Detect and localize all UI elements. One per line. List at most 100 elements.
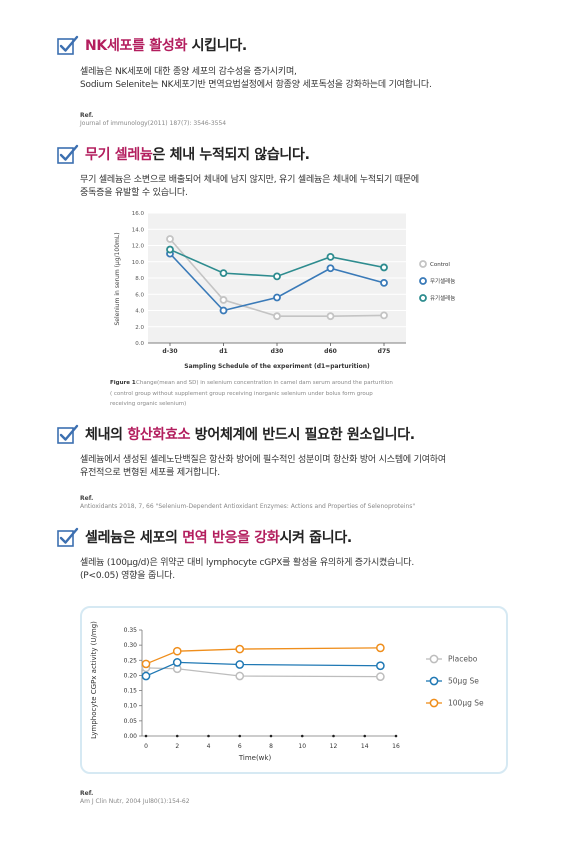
data-point (273, 272, 281, 281)
section-antioxidant: 체내의 항산화효소 방어체계에 반드시 필요한 원소입니다. (57, 423, 557, 445)
x-tick-label: d-30 (162, 348, 177, 355)
x-tick-label: d30 (271, 348, 284, 355)
x-tick (238, 734, 242, 738)
data-point (235, 644, 245, 654)
data-point (273, 293, 281, 302)
x-tick-label: d75 (378, 348, 391, 355)
heading-text: 셀레늄은 세포의 (85, 530, 183, 546)
x-tick (269, 734, 273, 738)
checkbox-check-icon (57, 35, 79, 55)
legend-marker (419, 277, 427, 285)
x-tick-label: 16 (392, 743, 400, 750)
data-point (376, 672, 385, 681)
x-tick (300, 734, 304, 738)
data-point (172, 658, 182, 667)
reference: Ref. Am J Clin Nutr, 2004 Jul80(1):154-6… (80, 790, 190, 805)
data-point (376, 661, 385, 671)
x-tick (144, 734, 148, 738)
heading-highlight: 면역 반응을 강화 (182, 530, 280, 546)
y-tick-label: 14.0 (132, 227, 145, 233)
legend-label: 50μg Se (448, 677, 479, 686)
heading-text: 체내의 (85, 427, 128, 443)
section-heading: 무기 셀레늄은 체내 누적되지 않습니다. (57, 143, 557, 165)
data-point (380, 311, 388, 320)
x-tick-label: 0 (144, 743, 148, 750)
data-point (376, 643, 385, 653)
x-tick-label: 14 (361, 743, 369, 750)
y-tick-label: 0.00 (124, 733, 138, 740)
y-tick-label: 10.0 (132, 260, 145, 266)
x-tick-label: 2 (175, 743, 179, 750)
section-body: 셀레늄은 NK세포에 대한 종양 세포의 감수성을 증가시키며, Sodium … (80, 67, 432, 90)
data-point (141, 659, 151, 669)
y-tick-label: 0.35 (124, 627, 138, 634)
y-tick-label: 16.0 (132, 211, 145, 217)
cgpx-chart-panel: 0.00 0.05 0.10 0.15 0.20 0.25 0.30 0.35 0 2 4 6 8 10… (80, 606, 508, 774)
data-point (235, 660, 245, 669)
heading-text: 은 체내 누적되지 않습니다. (152, 147, 310, 163)
lymphocyte-cgpx-chart: 0.00 0.05 0.10 0.15 0.20 0.25 0.30 0.35 0 2 4 6 8 10… (90, 621, 484, 762)
data-point (326, 252, 335, 261)
heading-text: 시켜 줍니다. (279, 530, 352, 546)
data-point (380, 263, 388, 272)
checkbox-check-icon (57, 527, 79, 547)
data-point (326, 264, 335, 273)
heading-text: 방어체계에 반드시 필요한 원소입니다. (190, 427, 415, 443)
section-nk-cells: NK세포를 활성화 시킵니다. (57, 34, 557, 56)
figure-caption-line: Change(mean and SD) in selenium concentr… (136, 380, 393, 386)
series-line-0 (145, 667, 381, 678)
heading-highlight: 항산화효소 (127, 427, 191, 443)
reference: Ref. Journal of immunology(2011) 187(7):… (80, 112, 227, 127)
y-tick-label: 6.0 (135, 292, 144, 298)
legend-label: 유기셀레늄 (430, 294, 455, 302)
x-tick (394, 734, 398, 738)
data-point (166, 245, 174, 254)
section-heading: 체내의 항산화효소 방어체계에 반드시 필요한 원소입니다. (57, 423, 557, 445)
x-axis-label: Time(wk) (238, 754, 272, 762)
section-body: 셀레늄 (100μg/d)은 위약군 대비 lymphocyte cGPX를 활… (80, 558, 415, 581)
y-tick-label: 0.0 (135, 341, 144, 347)
y-tick-label: 0.15 (124, 688, 138, 695)
data-point (166, 235, 174, 243)
section-heading: NK세포를 활성화 시킵니다. (57, 34, 557, 56)
heading-highlight: 무기 셀레늄 (85, 147, 153, 163)
x-tick-label: 4 (207, 743, 211, 750)
x-tick-label: d60 (324, 348, 337, 355)
y-tick-label: 8.0 (135, 276, 144, 282)
selenium-serum-chart: 0.0 2.0 4.0 6.0 8.0 10.0 12.0 14.0 16.0 d-30 d1 d3… (110, 207, 475, 410)
heading-text: 시킵니다. (187, 38, 248, 54)
section-body: 무기 셀레늄은 소변으로 배출되어 체내에 남지 않지만, 유기 셀레늄은 체내… (80, 175, 419, 198)
checkbox-check-icon (57, 144, 79, 164)
data-point (273, 312, 281, 321)
section-body: 셀레늄에서 생성된 셀레노단백질은 항산화 방어에 필수적인 성분이며 항산화 … (80, 455, 446, 478)
x-tick-label: 6 (238, 743, 242, 750)
x-tick-label: d1 (219, 348, 227, 355)
data-point (219, 269, 228, 278)
heading-highlight: NK세포를 활성화 (85, 38, 188, 54)
x-tick-label: 12 (330, 743, 338, 750)
x-tick (207, 734, 210, 738)
x-tick (332, 734, 335, 738)
series-line-1 (145, 661, 381, 677)
legend-label: 100μg Se (448, 699, 484, 708)
data-point (219, 306, 228, 315)
section-immune-response: 셀레늄은 세포의 면역 반응을 강화시켜 줍니다. (57, 526, 557, 548)
data-point (219, 296, 228, 304)
reference: Ref. Antioxidants 2018, 7, 66 "Selenium-… (80, 495, 416, 510)
legend-label: 무기셀레늄 (430, 277, 455, 285)
y-tick-label: 0.20 (124, 672, 138, 679)
legend-label: Placebo (448, 655, 478, 664)
y-tick-label: 0.05 (124, 718, 138, 725)
y-tick-label: 0.30 (124, 642, 138, 649)
x-axis-label: Sampling Schedule of the experiment (d1=… (184, 363, 370, 370)
legend-marker (419, 260, 427, 268)
data-point (235, 671, 245, 681)
data-point (172, 646, 182, 656)
y-tick-label: 0.25 (124, 657, 138, 664)
legend-marker (429, 698, 439, 708)
section-inorganic-selenium: 무기 셀레늄은 체내 누적되지 않습니다. (57, 143, 557, 165)
legend-marker (419, 294, 427, 302)
data-point (326, 312, 335, 321)
x-tick-label: 10 (298, 743, 306, 750)
section-heading: 셀레늄은 세포의 면역 반응을 강화시켜 줍니다. (57, 526, 557, 548)
